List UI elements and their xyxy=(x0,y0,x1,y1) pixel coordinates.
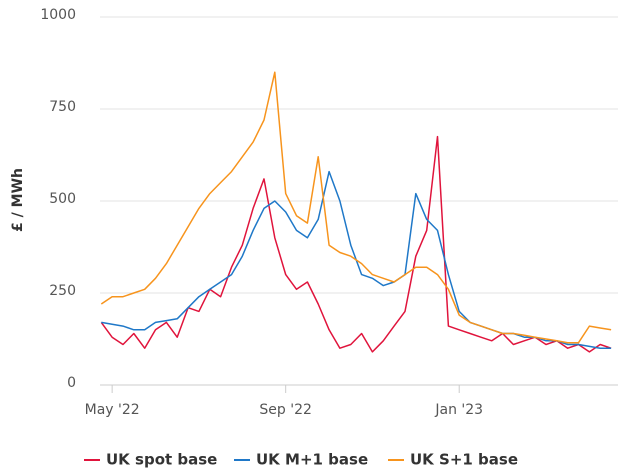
y-tick-label: 500 xyxy=(49,191,76,207)
series-line xyxy=(100,71,612,344)
y-tick-label: 250 xyxy=(49,283,76,299)
legend-label: UK spot base xyxy=(106,451,217,469)
series-line xyxy=(100,135,612,353)
y-tick-label: 0 xyxy=(67,375,76,391)
y-axis-label: £ / MWh xyxy=(10,168,26,232)
y-tick-label: 1000 xyxy=(40,7,76,23)
x-tick-label: Jan '23 xyxy=(434,402,483,418)
legend-label: UK M+1 base xyxy=(256,451,368,469)
x-tick-label: May '22 xyxy=(85,402,140,418)
y-tick-label: 750 xyxy=(49,99,76,115)
legend-label: UK S+1 base xyxy=(410,451,518,469)
x-tick-label: Sep '22 xyxy=(259,402,312,418)
